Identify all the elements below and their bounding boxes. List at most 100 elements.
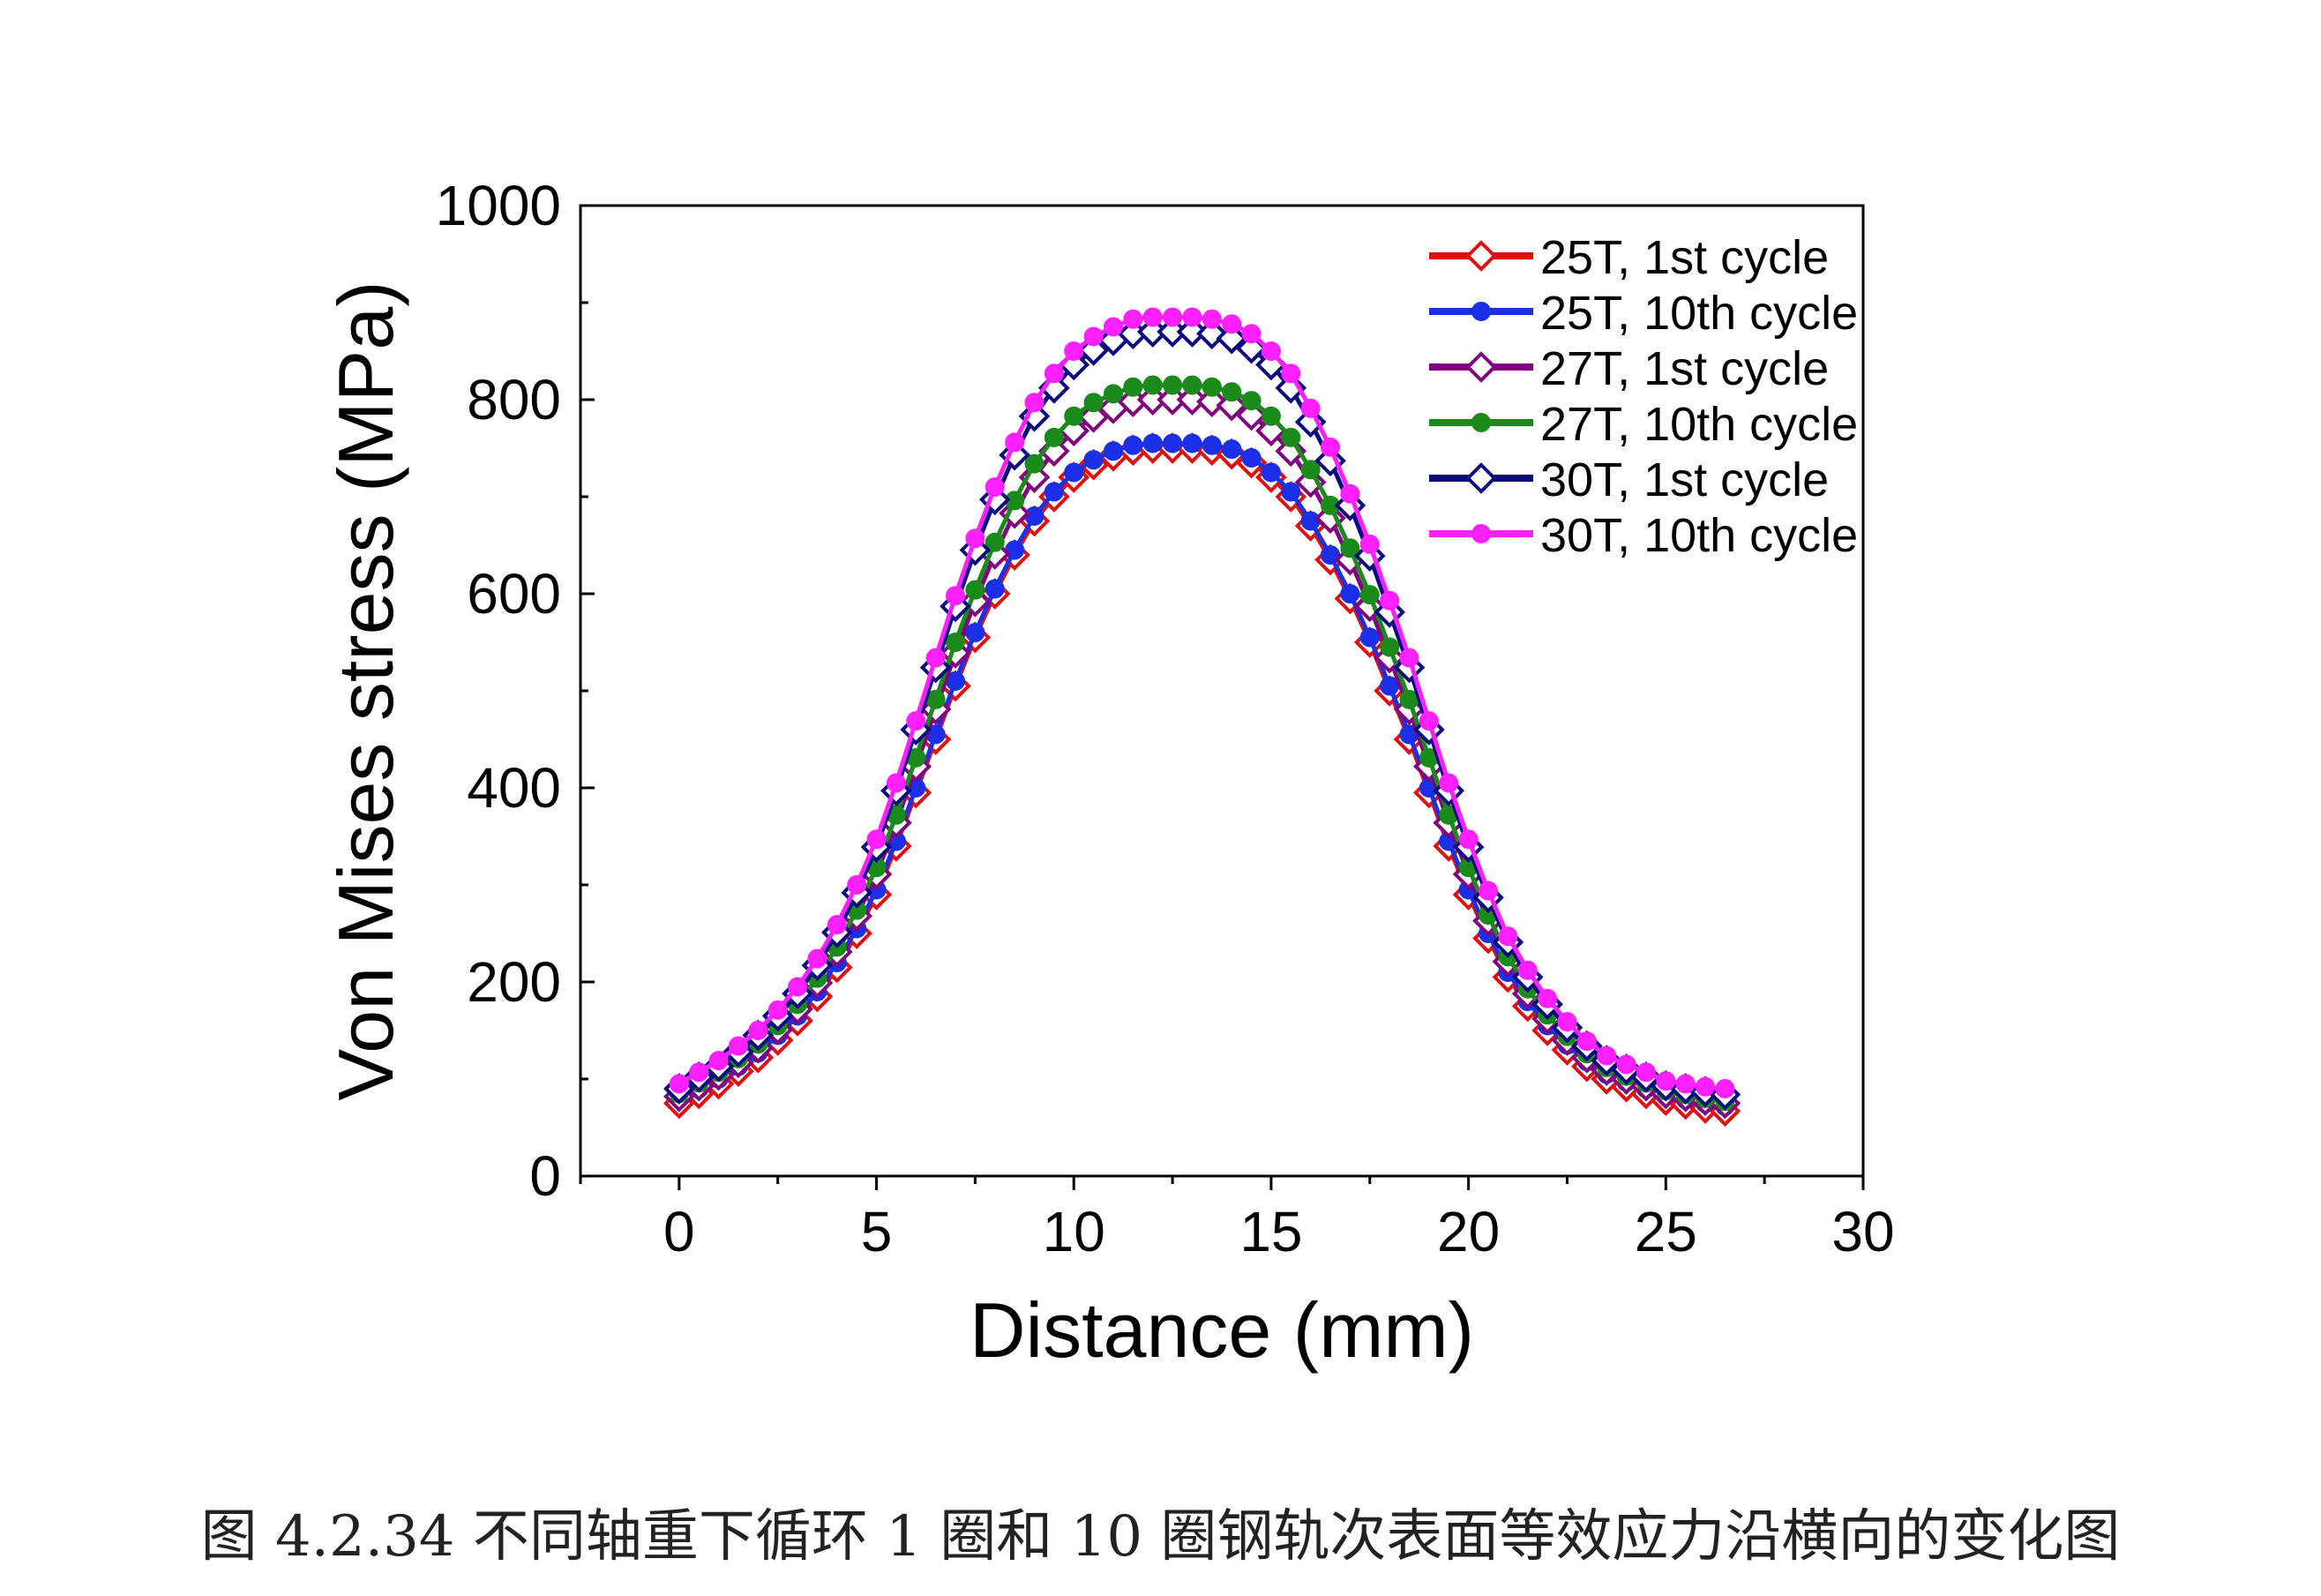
data-point xyxy=(1216,322,1248,355)
figure-caption: 图 4.2.34 不同轴重下循环 1 圈和 10 圈钢轨次表面等效应力沿横向的变… xyxy=(200,1504,2121,1570)
y-tick-label: 1000 xyxy=(436,174,561,237)
y-tick-label: 600 xyxy=(467,562,561,626)
data-point xyxy=(1597,1045,1617,1066)
data-point xyxy=(1359,534,1380,554)
data-point xyxy=(669,1074,689,1094)
legend-label: 27T, 1st cycle xyxy=(1540,342,1829,395)
data-point xyxy=(1005,432,1025,453)
data-point xyxy=(1083,326,1104,347)
data-point xyxy=(708,1051,729,1071)
x-tick-label: 10 xyxy=(1043,1200,1105,1263)
data-point xyxy=(1202,435,1222,455)
data-point xyxy=(1024,393,1044,413)
data-point xyxy=(748,1021,768,1040)
legend-item: 30T, 1st cycle xyxy=(1429,453,1829,506)
data-point xyxy=(1675,1074,1696,1094)
data-point xyxy=(1195,386,1228,418)
data-point xyxy=(1064,406,1084,426)
legend-marker xyxy=(1471,524,1491,543)
data-point xyxy=(1064,341,1084,361)
data-point xyxy=(946,586,966,606)
data-point xyxy=(1103,441,1123,461)
data-point xyxy=(1024,506,1044,526)
data-point xyxy=(1261,462,1281,483)
x-tick-label: 25 xyxy=(1635,1200,1697,1263)
data-point xyxy=(1340,483,1360,504)
data-point xyxy=(1241,448,1262,468)
data-point xyxy=(1024,453,1044,474)
data-point xyxy=(728,1036,748,1056)
data-point xyxy=(1005,540,1025,560)
legend-item: 30T, 10th cycle xyxy=(1429,509,1858,562)
data-point xyxy=(925,648,946,668)
data-point xyxy=(1439,773,1459,793)
data-point xyxy=(1044,427,1064,447)
data-point xyxy=(965,623,985,642)
legend-label: 25T, 10th cycle xyxy=(1540,287,1858,340)
y-tick-label: 400 xyxy=(467,756,561,820)
legend-label: 27T, 10th cycle xyxy=(1540,398,1858,451)
legend-item: 25T, 10th cycle xyxy=(1429,287,1858,340)
data-point xyxy=(1696,1076,1716,1097)
data-point xyxy=(1142,307,1163,327)
legend-item: 25T, 1st cycle xyxy=(1429,231,1829,284)
data-point xyxy=(946,633,966,652)
data-point xyxy=(827,915,847,935)
legend-label: 25T, 1st cycle xyxy=(1540,231,1829,284)
data-point xyxy=(1715,1079,1735,1098)
data-point xyxy=(1202,377,1222,397)
data-point xyxy=(847,875,867,895)
x-axis-label: Distance (mm) xyxy=(970,1286,1474,1374)
data-point xyxy=(1123,309,1143,329)
legend-marker xyxy=(1465,462,1497,494)
data-point xyxy=(1458,829,1479,850)
data-point xyxy=(1380,637,1400,657)
data-point xyxy=(1182,375,1202,395)
data-point xyxy=(1103,384,1123,404)
data-point xyxy=(1538,988,1558,1008)
data-point xyxy=(965,528,985,549)
data-point xyxy=(1359,627,1380,648)
legend-item: 27T, 1st cycle xyxy=(1429,342,1829,395)
data-point xyxy=(1380,590,1400,611)
data-point xyxy=(1300,511,1321,531)
data-point xyxy=(788,977,808,997)
data-point xyxy=(1123,435,1143,455)
data-point xyxy=(965,580,985,600)
data-point xyxy=(1281,427,1301,447)
data-point xyxy=(886,773,906,793)
data-point xyxy=(1656,1071,1676,1091)
data-point xyxy=(1576,1031,1597,1052)
series-group xyxy=(663,307,1741,1128)
y-tick-label: 200 xyxy=(467,950,561,1014)
x-tick-label: 0 xyxy=(663,1200,695,1263)
data-point xyxy=(1163,307,1183,327)
data-point xyxy=(1261,341,1281,361)
data-point xyxy=(1222,439,1242,460)
legend-label: 30T, 1st cycle xyxy=(1540,453,1829,506)
y-tick-label: 0 xyxy=(529,1144,561,1208)
data-point xyxy=(1321,545,1341,565)
data-point xyxy=(1478,880,1498,901)
data-point xyxy=(1044,482,1064,502)
data-point xyxy=(906,711,926,731)
data-point xyxy=(1261,406,1281,426)
data-point xyxy=(1399,648,1419,668)
legend-marker xyxy=(1465,351,1497,383)
data-point xyxy=(689,1062,709,1083)
data-point xyxy=(1281,363,1301,384)
data-point xyxy=(1498,926,1518,947)
x-tick-label: 20 xyxy=(1437,1200,1500,1263)
legend-label: 30T, 10th cycle xyxy=(1540,509,1858,562)
data-point xyxy=(1064,462,1084,483)
data-point xyxy=(1321,437,1341,457)
data-point xyxy=(807,948,827,969)
data-point xyxy=(1222,314,1242,334)
data-point xyxy=(1419,711,1439,731)
data-point xyxy=(985,477,1005,497)
data-point xyxy=(1517,960,1538,980)
x-tick-label: 30 xyxy=(1831,1200,1894,1263)
data-point xyxy=(1163,433,1183,453)
data-point xyxy=(1241,324,1262,344)
